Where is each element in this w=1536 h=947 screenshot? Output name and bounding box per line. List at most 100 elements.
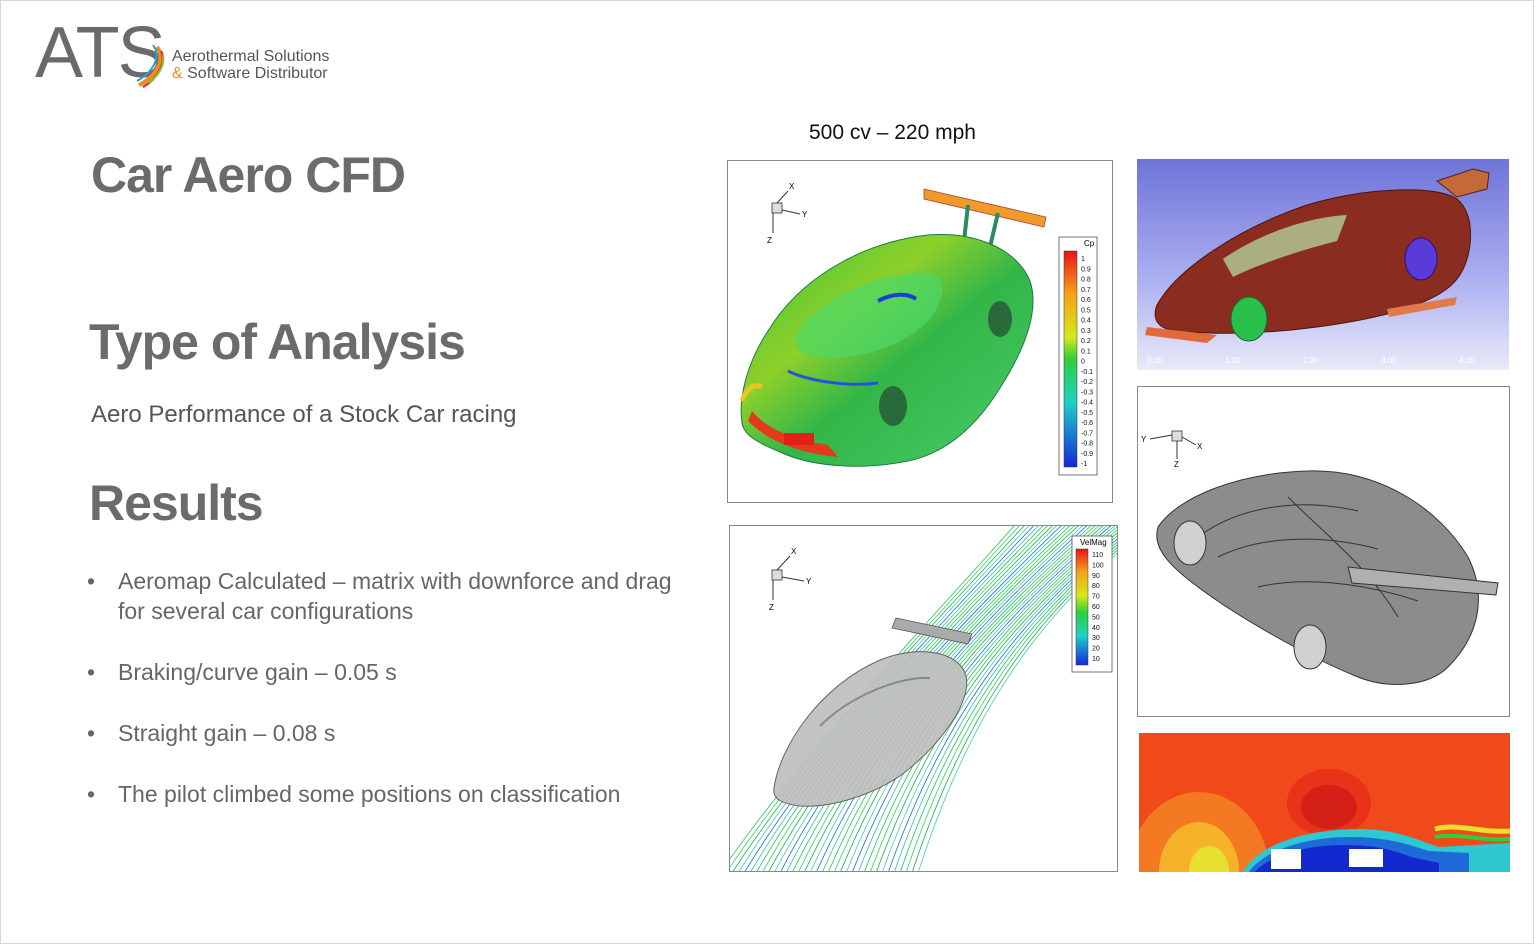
legend-tick-label: -0.6 (1081, 420, 1093, 427)
list-item: • The pilot climbed some positions on cla… (87, 779, 687, 809)
axis-z-label: Z (767, 236, 772, 245)
legend-tick-label: 20 (1092, 646, 1100, 653)
axis-z-label: Z (769, 603, 774, 612)
cp-contour-figure: X Y Z Cp 1 0.9 0 (739, 182, 1098, 476)
list-item: • Aeromap Calculated – matrix with downfo… (87, 566, 687, 626)
results-list: • Aeromap Calculated – matrix with downfo… (87, 566, 687, 840)
axis-tick-label: 4.00 (1459, 356, 1475, 365)
axis-tick-label: 2.00 (1303, 356, 1319, 365)
legend-tick-label: 0.1 (1081, 348, 1091, 355)
legend-tick-label: 100 (1092, 562, 1104, 569)
legend-title: VelMag (1080, 538, 1107, 547)
car-gray-surface (773, 617, 973, 807)
logo-tagline-2: & Software Distributor (172, 65, 328, 83)
legend-tick-label: -0.5 (1081, 410, 1093, 417)
logo-swoosh-icon (136, 45, 165, 89)
legend-tick-label: -0.3 (1081, 389, 1093, 396)
legend-tick-label: 0.8 (1081, 277, 1091, 284)
axis-triad-icon: X Y Z (1141, 430, 1203, 469)
mesh-view-image: 0.00 1.00 2.00 3.00 4.00 (1137, 159, 1509, 370)
legend-tick-labels: 110 100 90 80 70 60 50 40 30 20 10 (1092, 552, 1104, 663)
legend-tick-label: 90 (1092, 573, 1100, 580)
car-cp-surface (739, 188, 1047, 467)
ats-logo: ATS Aerothermal Solutions & Software Dis… (35, 15, 355, 95)
bullet-text: Braking/curve gain – 0.05 s (118, 659, 397, 685)
legend-title: Cp (1084, 239, 1095, 248)
cp-contour-image: X Y Z Cp 1 0.9 0 (727, 160, 1113, 503)
velmag-legend: VelMag 110 100 90 80 70 60 50 40 30 20 10 (1071, 535, 1113, 673)
legend-tick-label: 30 (1092, 635, 1100, 642)
legend-tick-label: 0.6 (1081, 297, 1091, 304)
legend-tick-label: -0.2 (1081, 379, 1093, 386)
legend-tick-labels: 1 0.9 0.8 0.7 0.6 0.5 0.4 0.3 0.2 0.1 0 -0.1 -0.2 -0.… (1081, 256, 1093, 468)
bullet-text: Straight gain – 0.08 s (118, 720, 336, 746)
slide-title: Car Aero CFD (91, 147, 406, 203)
bullet-marker: • (87, 659, 96, 685)
axis-tick-label: 1.00 (1225, 356, 1241, 365)
legend-tick-label: 0.3 (1081, 328, 1091, 335)
legend-tick-label: -1 (1081, 461, 1087, 468)
legend-tick-label: -0.1 (1081, 369, 1093, 376)
legend-tick-label: 80 (1092, 583, 1100, 590)
surface-streaks-image: X Y Z (1137, 386, 1510, 717)
legend-tick-label: -0.9 (1081, 451, 1093, 458)
axis-y-label: Y (802, 210, 808, 219)
bullet-text: Aeromap Calculated – matrix with downfor… (118, 568, 672, 624)
axis-x-label: X (789, 182, 795, 191)
axis-tick-label: 0.00 (1147, 356, 1163, 365)
legend-tick-label: 1 (1081, 256, 1085, 263)
car-mesh-body (1145, 168, 1490, 343)
streamline (730, 526, 1015, 860)
axis-tick-label: 3.00 (1381, 356, 1397, 365)
logo-tagline-2-text: Software Distributor (182, 65, 328, 82)
results-heading: Results (89, 475, 264, 531)
list-item: • Straight gain – 0.08 s (87, 718, 687, 748)
legend-tick-label: 0.4 (1081, 318, 1091, 325)
logo-ampersand: & (172, 65, 183, 82)
pressure-slice-figure (1139, 733, 1510, 872)
bullet-text: The pilot climbed some positions on clas… (118, 781, 621, 807)
legend-tick-label: -0.4 (1081, 400, 1093, 407)
bullet-marker: • (87, 568, 96, 594)
surface-streaks-figure: X Y Z (1141, 430, 1499, 685)
legend-tick-label: -0.7 (1081, 430, 1093, 437)
mesh-view-figure: 0.00 1.00 2.00 3.00 4.00 (1145, 168, 1490, 365)
legend-tick-label: 0.5 (1081, 307, 1091, 314)
speed-caption: 500 cv – 220 mph (809, 121, 976, 144)
list-item: • Braking/curve gain – 0.05 s (87, 657, 687, 687)
axis-y-label: Y (1141, 435, 1147, 444)
streamlines-figure: X Y Z VelMag 110 100 90 80 70 60 50 40 30 20 10 (730, 526, 1117, 871)
axis-tick-labels: 0.00 1.00 2.00 3.00 4.00 (1147, 356, 1475, 365)
axis-x-label: X (1197, 442, 1203, 451)
streamline (918, 552, 1117, 871)
cp-legend: Cp 1 0.9 0.8 0.7 0.6 0.5 0.4 0.3 0.2 0.1 0 -0.1 -0.2… (1058, 236, 1098, 476)
streamlines-image: X Y Z VelMag 110 100 90 80 70 60 50 40 30 20 10 (729, 525, 1118, 872)
pressure-slice-image (1139, 733, 1510, 872)
legend-tick-label: 0.9 (1081, 266, 1091, 273)
axis-triad-icon: X Y Z (769, 547, 812, 612)
legend-tick-label: 10 (1092, 656, 1100, 663)
streamline (912, 550, 1117, 871)
legend-tick-label: 0.2 (1081, 338, 1091, 345)
bullet-marker: • (87, 720, 96, 746)
analysis-heading: Type of Analysis (89, 314, 466, 370)
legend-tick-label: 110 (1092, 552, 1103, 559)
legend-tick-label: 0 (1081, 359, 1085, 366)
legend-tick-label: 50 (1092, 614, 1100, 621)
bullet-marker: • (87, 781, 96, 807)
legend-tick-label: 70 (1092, 594, 1100, 601)
analysis-text: Aero Performance of a Stock Car racing (91, 401, 517, 428)
legend-tick-label: 60 (1092, 604, 1100, 611)
axis-y-label: Y (806, 577, 812, 586)
streamline (894, 541, 1117, 871)
legend-tick-label: 40 (1092, 625, 1100, 632)
streamline (900, 544, 1117, 871)
car-surface-streaks (1156, 470, 1499, 685)
axis-triad-icon: X Y Z (767, 182, 808, 245)
logo-brand: ATS (35, 13, 166, 93)
legend-tick-label: 0.7 (1081, 287, 1091, 294)
axis-z-label: Z (1174, 460, 1179, 469)
axis-x-label: X (791, 547, 797, 556)
legend-tick-label: -0.8 (1081, 441, 1093, 448)
logo-tagline-1: Aerothermal Solutions (172, 48, 330, 65)
